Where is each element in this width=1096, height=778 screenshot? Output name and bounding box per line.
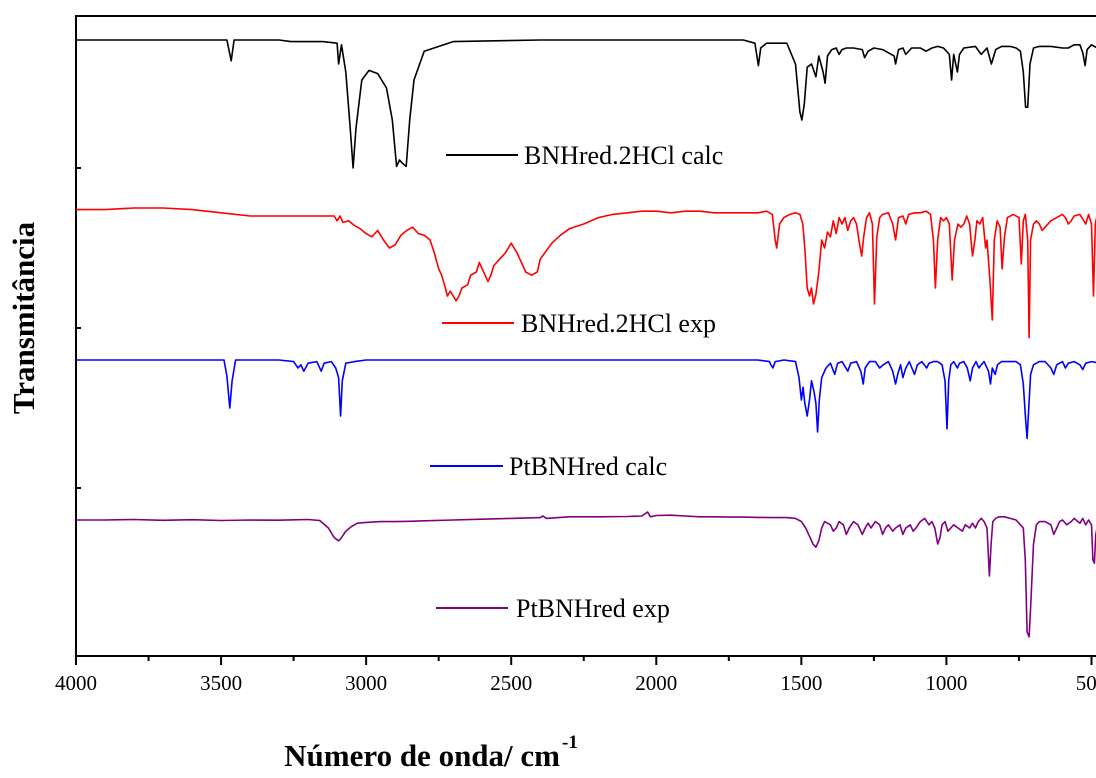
x-tick-label: 4000: [55, 671, 97, 695]
series-line-4: [76, 511, 1096, 638]
spectrum-traces: [76, 39, 1096, 638]
y-axis-minor-ticks: [76, 167, 81, 489]
series-line-2: [76, 207, 1096, 339]
legend: BNHred.2HCl calc BNHred.2HCl exp PtBNHred …: [430, 141, 723, 623]
x-tick-label: 2500: [490, 671, 532, 695]
x-axis-ticks: 4000 3500 3000 2500 2000 1500 1000 500: [55, 656, 1096, 695]
x-tick-label: 1000: [925, 671, 967, 695]
x-tick-label: 1500: [780, 671, 822, 695]
y-axis-title: Transmitância: [6, 221, 41, 414]
legend-label-1: BNHred.2HCl calc: [524, 141, 723, 170]
x-tick-label: 3500: [200, 671, 242, 695]
legend-label-3: PtBNHred calc: [509, 452, 667, 481]
legend-label-4: PtBNHred exp: [516, 594, 670, 623]
series-line-3: [76, 359, 1096, 440]
legend-label-2: BNHred.2HCl exp: [521, 309, 716, 338]
x-axis-title-superscript: -1: [562, 732, 578, 753]
x-tick-label: 500: [1076, 671, 1096, 695]
series-line-1: [76, 39, 1096, 169]
x-tick-label: 3000: [345, 671, 387, 695]
x-tick-label: 2000: [635, 671, 677, 695]
x-axis-title: Número de onda/ cm: [284, 738, 560, 773]
plot-frame: [75, 15, 1096, 657]
